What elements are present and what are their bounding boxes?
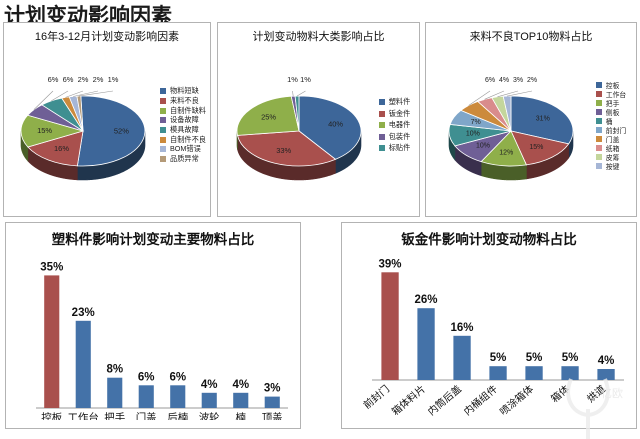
svg-text:门盖: 门盖 (136, 411, 157, 420)
svg-text:10%: 10% (476, 143, 490, 150)
svg-text:1%: 1% (287, 75, 298, 84)
svg-text:3%: 3% (513, 77, 523, 84)
svg-text:52%: 52% (114, 127, 129, 136)
svg-text:25%: 25% (261, 113, 276, 122)
svg-text:箱体料片: 箱体料片 (389, 382, 428, 418)
svg-text:6%: 6% (48, 75, 59, 84)
svg-text:2%: 2% (527, 77, 537, 84)
svg-text:内筒后盖: 内筒后盖 (425, 382, 464, 418)
svg-text:把手: 把手 (104, 411, 125, 420)
svg-text:40%: 40% (328, 119, 343, 128)
svg-text:39%: 39% (378, 258, 401, 270)
svg-text:后楠: 后楠 (167, 411, 188, 420)
svg-text:12%: 12% (499, 149, 513, 156)
svg-text:前封门: 前封门 (361, 382, 392, 411)
svg-text:26%: 26% (414, 294, 437, 306)
svg-text:1%: 1% (300, 75, 311, 84)
svg-text:顶盖: 顶盖 (262, 411, 283, 420)
svg-text:4%: 4% (201, 379, 218, 391)
svg-text:6%: 6% (138, 371, 155, 383)
svg-text:6%: 6% (485, 77, 495, 84)
svg-text:10%: 10% (466, 131, 480, 138)
svg-text:6%: 6% (169, 371, 186, 383)
svg-text:工作台: 工作台 (67, 411, 99, 420)
svg-text:15%: 15% (529, 144, 543, 151)
svg-text:喷涂箱体: 喷涂箱体 (497, 382, 536, 418)
svg-text:4%: 4% (232, 379, 249, 391)
svg-text:5%: 5% (526, 352, 543, 364)
svg-text:33%: 33% (276, 146, 291, 155)
svg-text:内桶组件: 内桶组件 (461, 382, 500, 418)
svg-text:2%: 2% (93, 75, 104, 84)
svg-text:2%: 2% (78, 75, 89, 84)
svg-text:楠: 楠 (236, 411, 247, 420)
svg-text:亿欧: 亿欧 (601, 387, 623, 400)
svg-text:波轮: 波轮 (199, 411, 220, 420)
svg-text:23%: 23% (72, 307, 95, 319)
svg-text:35%: 35% (40, 261, 63, 273)
svg-text:15%: 15% (37, 126, 52, 135)
svg-text:31%: 31% (536, 116, 550, 123)
svg-text:8%: 8% (106, 364, 123, 376)
svg-text:3%: 3% (264, 383, 281, 395)
svg-text:5%: 5% (490, 352, 507, 364)
svg-text:4%: 4% (499, 77, 509, 84)
svg-text:16%: 16% (54, 144, 69, 153)
svg-text:16%: 16% (450, 322, 473, 334)
svg-text:6%: 6% (63, 75, 74, 84)
svg-text:控板: 控板 (41, 411, 62, 420)
svg-text:7%: 7% (470, 119, 480, 126)
svg-text:1%: 1% (108, 75, 119, 84)
